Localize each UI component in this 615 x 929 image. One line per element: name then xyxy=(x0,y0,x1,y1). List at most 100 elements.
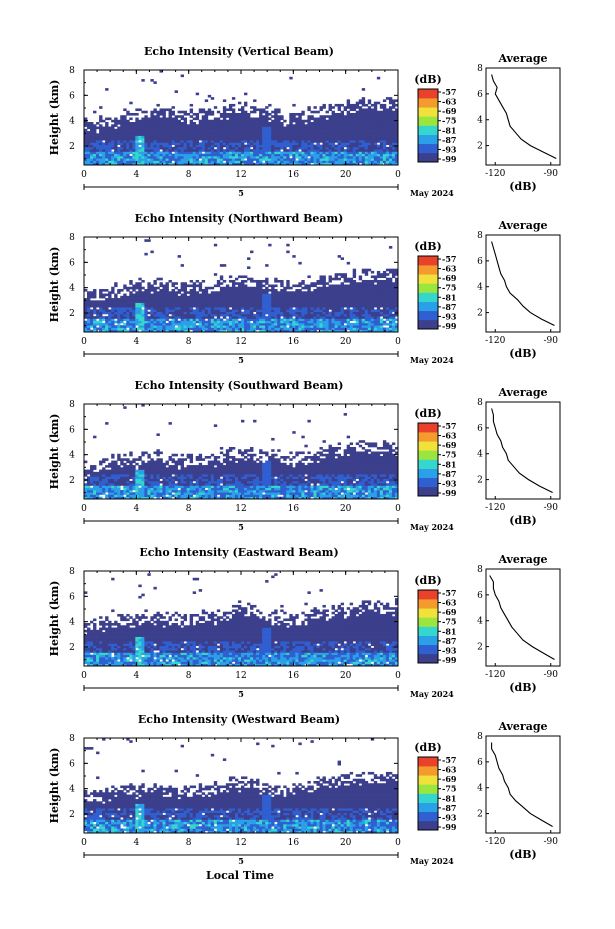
heatmap-cell xyxy=(150,304,154,308)
heatmap-cell xyxy=(340,131,344,134)
heatmap-cell xyxy=(250,160,254,164)
heatmap-cell xyxy=(90,316,94,319)
heatmap-cell xyxy=(159,295,163,299)
heatmap-cell xyxy=(349,122,354,125)
heatmap-cell xyxy=(195,327,200,331)
heatmap-cell xyxy=(198,309,203,312)
heatmap-cell xyxy=(123,329,127,333)
heatmap-cell xyxy=(349,135,354,139)
heatmap-cell xyxy=(219,329,224,333)
heatmap-cell xyxy=(250,291,254,294)
heatmap-cell xyxy=(385,160,390,164)
heatmap-cell xyxy=(295,325,299,328)
heatmap-cell xyxy=(93,467,97,470)
heatmap-cell xyxy=(174,311,178,315)
heatmap-cell xyxy=(295,307,299,310)
heatmap-cell xyxy=(349,318,354,322)
heatmap-cell xyxy=(159,131,163,134)
heatmap-cell xyxy=(262,316,266,319)
heatmap-cell xyxy=(90,302,94,306)
heatmap-cell xyxy=(277,117,281,121)
heatmap-cell xyxy=(228,289,233,292)
heatmap-cell xyxy=(262,293,266,297)
heatmap-cell xyxy=(234,320,239,324)
heatmap-cell xyxy=(283,295,287,299)
heatmap-cell xyxy=(343,151,348,155)
heatmap-cell xyxy=(93,492,97,495)
heatmap-cell xyxy=(313,137,317,141)
heatmap-cell xyxy=(207,325,212,328)
heatmap-cell xyxy=(87,316,91,319)
heatmap-cell xyxy=(189,309,194,312)
heatmap-cell xyxy=(156,322,160,326)
heatmap-cell xyxy=(253,126,257,130)
heatmap-cell xyxy=(141,79,145,82)
heatmap-cell xyxy=(361,153,366,157)
heatmap-cell xyxy=(331,144,335,148)
heatmap-cell xyxy=(340,313,344,317)
heatmap-cell xyxy=(277,124,281,127)
heatmap-cell xyxy=(162,302,166,306)
heatmap-cell xyxy=(99,474,103,477)
heatmap-cell xyxy=(234,137,239,141)
heatmap-cell xyxy=(210,142,215,145)
heatmap-cell xyxy=(274,110,278,114)
heatmap-cell xyxy=(177,149,181,152)
heatmap-cell xyxy=(213,142,218,145)
heatmap-cell xyxy=(280,298,284,301)
heatmap-cell xyxy=(225,124,230,127)
heatmap-cell xyxy=(352,137,357,141)
heatmap-cell xyxy=(105,149,109,152)
heatmap-cell xyxy=(250,250,254,254)
heatmap-cell xyxy=(340,103,344,107)
heatmap-cell xyxy=(367,117,372,121)
heatmap-cell xyxy=(385,318,390,322)
heatmap-cell xyxy=(222,320,227,324)
heatmap-cell xyxy=(259,119,263,123)
heatmap-cell xyxy=(237,155,242,159)
heatmap-cell xyxy=(213,128,218,132)
heatmap-cell xyxy=(207,307,212,310)
heatmap-cell xyxy=(367,128,372,132)
heatmap-cell xyxy=(349,158,354,161)
heatmap-cell xyxy=(237,300,242,303)
heatmap-cell xyxy=(108,313,112,317)
heatmap-cell xyxy=(361,325,366,328)
heatmap-cell xyxy=(364,144,369,148)
heatmap-cell xyxy=(216,307,221,310)
heatmap-cell xyxy=(277,128,281,132)
heatmap-cell xyxy=(352,115,357,118)
heatmap-cell xyxy=(298,133,302,136)
heatmap-cell xyxy=(87,487,91,491)
heatmap-cell xyxy=(292,313,296,317)
heatmap-cell xyxy=(165,133,169,136)
heatmap-cell xyxy=(337,117,341,121)
heatmap-cell xyxy=(295,142,299,145)
heatmap-cell xyxy=(228,103,233,107)
heatmap-cell xyxy=(156,327,160,331)
heatmap-cell xyxy=(177,302,181,306)
heatmap-cell xyxy=(277,300,281,303)
heatmap-cell xyxy=(349,137,354,141)
heatmap-cell xyxy=(174,142,178,145)
heatmap-cell xyxy=(96,320,100,324)
heatmap-cell xyxy=(301,295,305,299)
heatmap-cell xyxy=(322,119,326,123)
heatmap-cell xyxy=(388,282,393,285)
heatmap-cell xyxy=(247,115,251,118)
heatmap-cell xyxy=(346,146,351,150)
heatmap-cell xyxy=(322,160,326,164)
heatmap-cell xyxy=(192,309,197,312)
heatmap-cell xyxy=(228,329,233,333)
heatmap-cell xyxy=(325,295,329,299)
heatmap-cell xyxy=(237,128,242,132)
heatmap-cell xyxy=(210,302,215,306)
heatmap-cell xyxy=(379,142,384,145)
heatmap-cell xyxy=(346,144,351,148)
heatmap-cell xyxy=(93,162,97,166)
heatmap-cell xyxy=(385,128,390,132)
heatmap-cell xyxy=(153,291,157,294)
heatmap-cell xyxy=(162,110,166,114)
heatmap-cell xyxy=(319,318,323,322)
heatmap-cell xyxy=(123,325,127,328)
